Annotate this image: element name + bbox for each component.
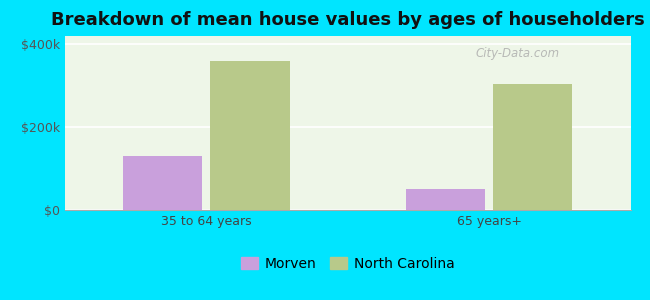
Text: City-Data.com: City-Data.com	[475, 47, 560, 60]
Bar	[211, 61, 289, 210]
Legend: Morven, North Carolina: Morven, North Carolina	[235, 251, 460, 276]
Bar	[406, 189, 485, 210]
Bar	[124, 156, 202, 210]
Title: Breakdown of mean house values by ages of householders: Breakdown of mean house values by ages o…	[51, 11, 645, 29]
Bar	[493, 84, 572, 210]
